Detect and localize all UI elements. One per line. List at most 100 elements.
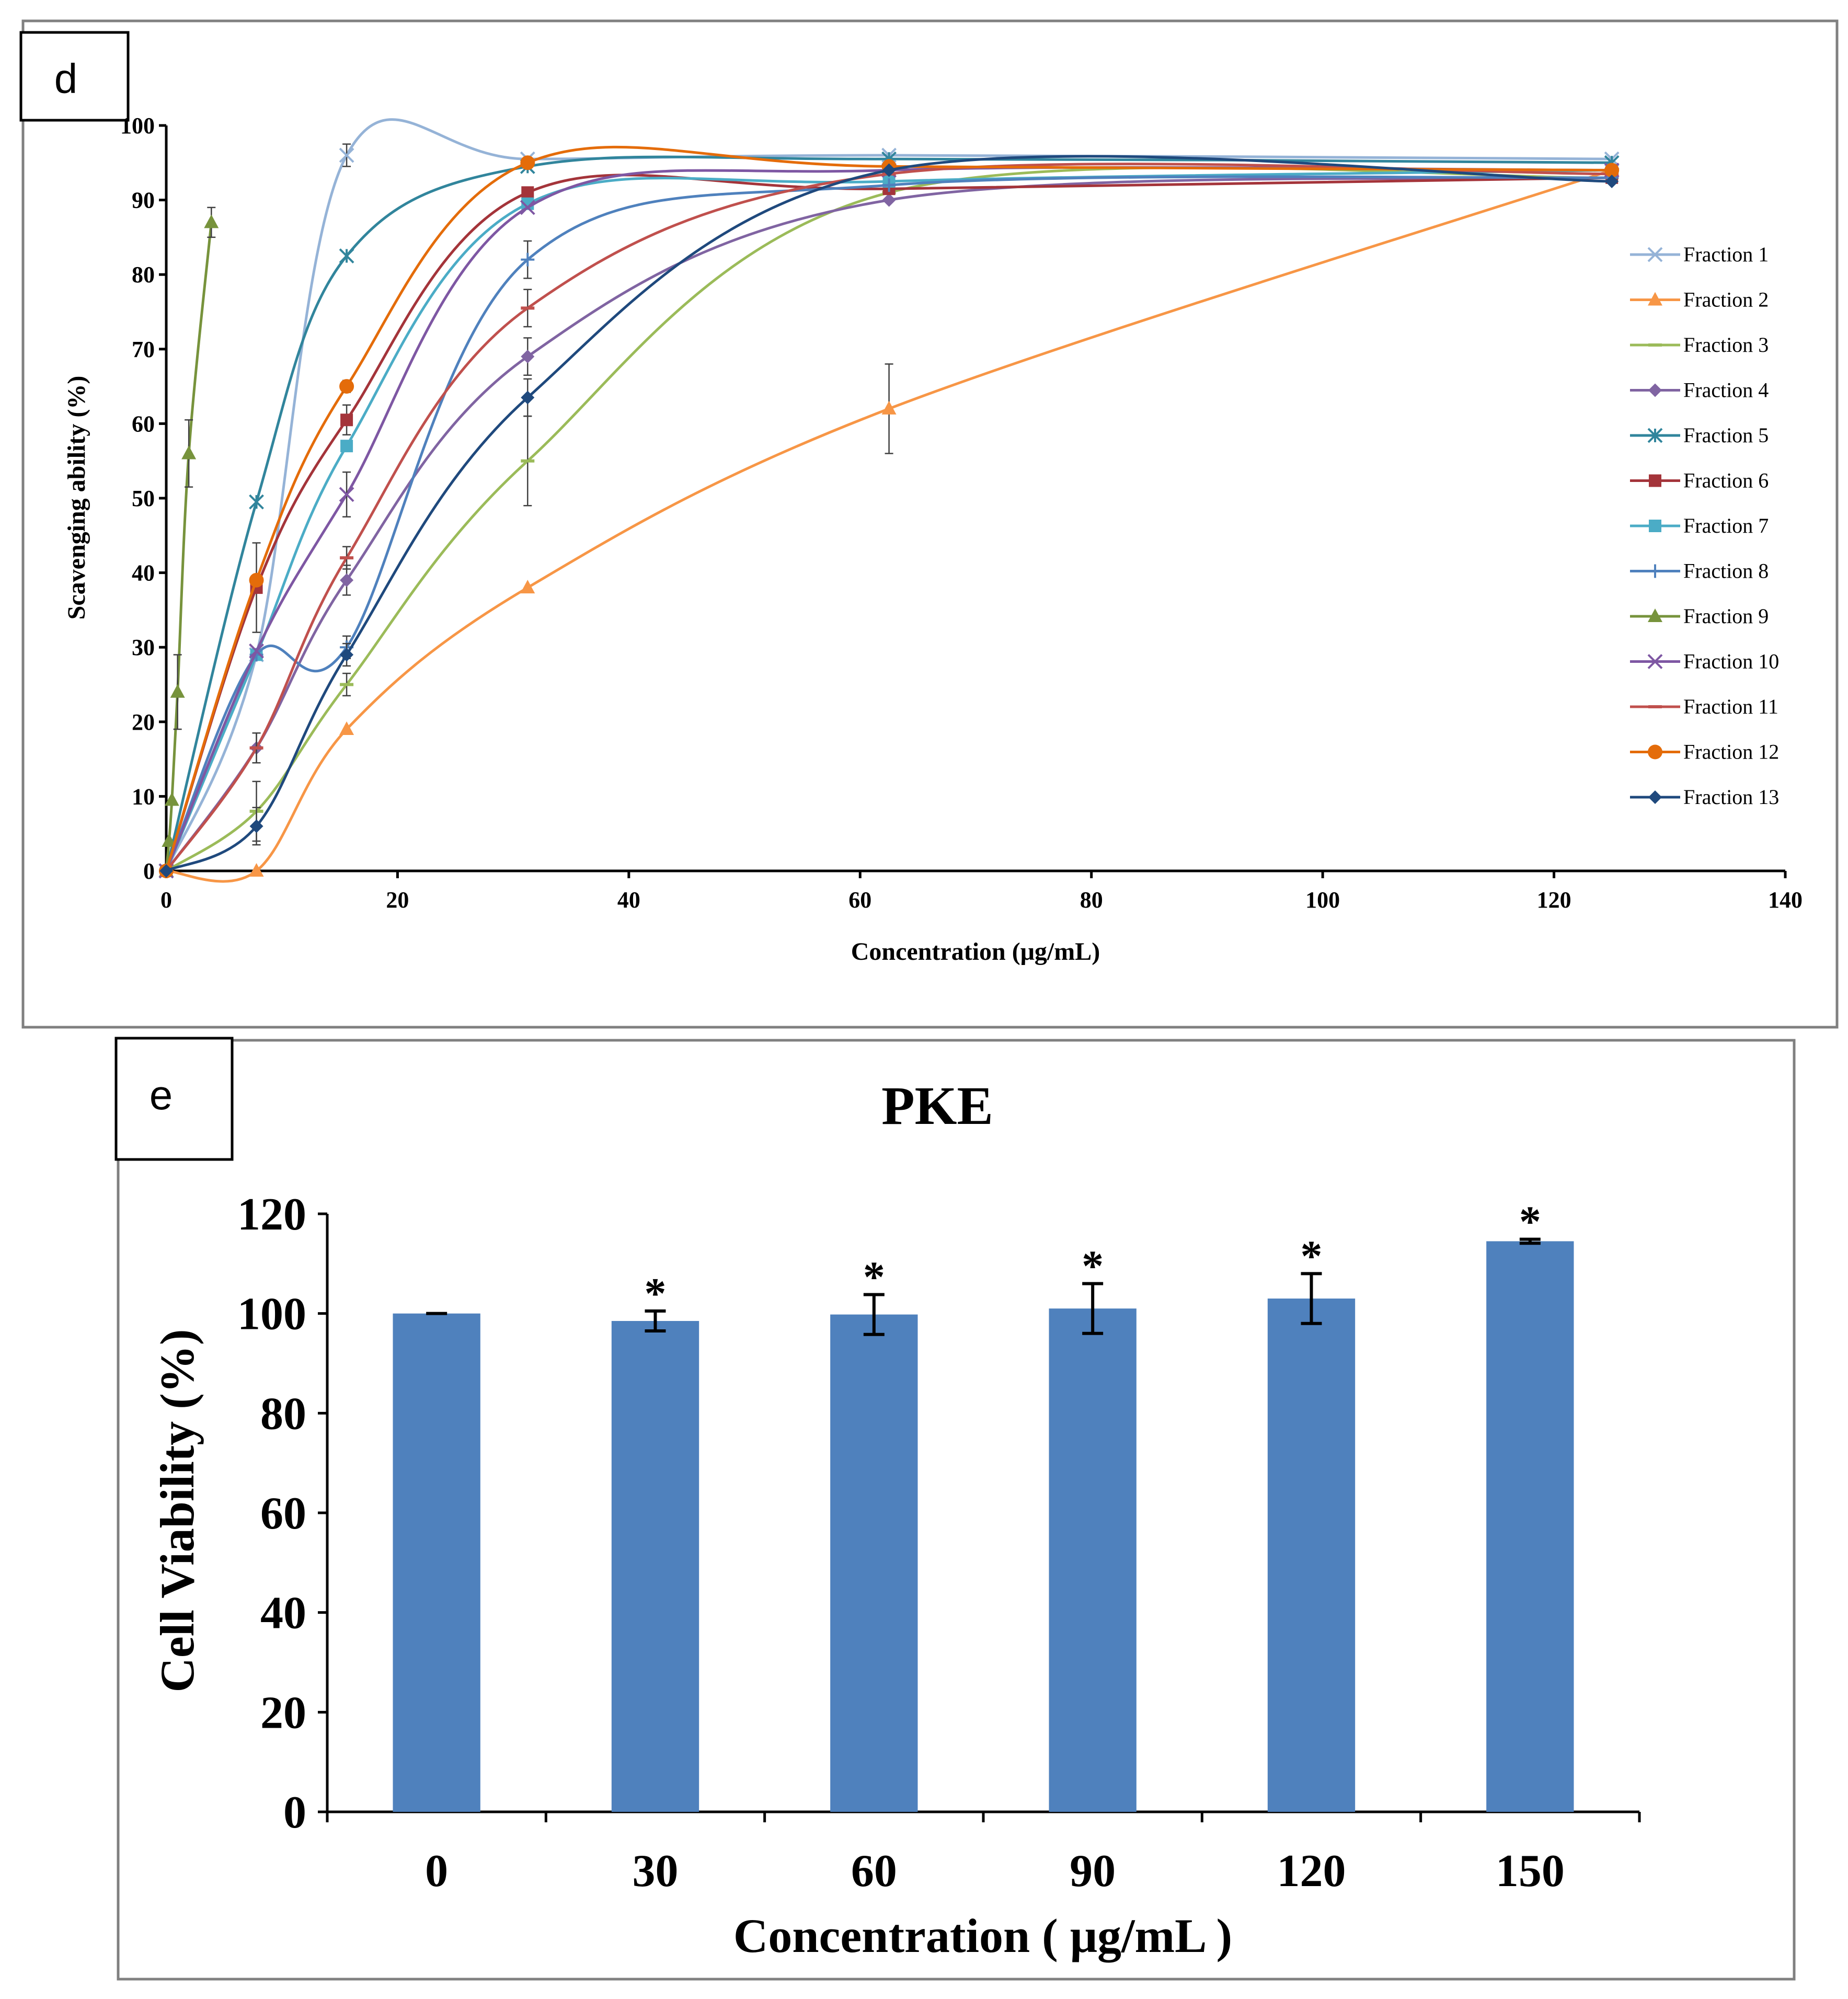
- data-point: [339, 379, 354, 394]
- y-tick-label: 40: [260, 1588, 306, 1639]
- series-fraction-1: [158, 118, 1620, 879]
- bar-group: *: [1267, 1232, 1356, 1812]
- legend-item: Fraction 11: [1630, 695, 1778, 718]
- series-line: [165, 176, 1612, 872]
- legend-marker: [1647, 247, 1663, 262]
- error-bar: [645, 1309, 666, 1333]
- data-point: [249, 643, 264, 659]
- y-tick-label: 70: [132, 337, 155, 362]
- data-point: [249, 494, 264, 510]
- series-fraction-12: [159, 145, 1620, 878]
- bar: [1049, 1308, 1137, 1812]
- panel-e-bars: * * * * *: [393, 1198, 1574, 1812]
- data-point: [249, 819, 263, 833]
- panel-d-frame: [21, 19, 1839, 1029]
- bar: [611, 1320, 699, 1812]
- error-bar: [1301, 1272, 1322, 1325]
- series-fraction-13: [159, 155, 1619, 878]
- legend-item: Fraction 4: [1630, 378, 1769, 402]
- series-fraction-5: [158, 151, 1620, 879]
- panel-d-x-ticks: 0 20 40 60 80 100 120 140: [160, 871, 1803, 913]
- legend-marker: [1648, 292, 1662, 306]
- y-tick-label: 50: [132, 486, 155, 511]
- series-fraction-3: [159, 166, 1619, 872]
- series-line: [165, 169, 1612, 871]
- error-bar: [1082, 1282, 1104, 1335]
- legend-label: Fraction 12: [1683, 740, 1779, 764]
- data-point: [882, 178, 896, 192]
- y-tick-label: 40: [132, 560, 155, 586]
- legend-label: Fraction 6: [1683, 469, 1769, 492]
- legend-label: Fraction 11: [1683, 695, 1778, 718]
- y-tick-label: 100: [237, 1289, 306, 1340]
- y-tick-label: 90: [132, 188, 155, 213]
- y-tick-label: 100: [120, 113, 155, 139]
- bar: [830, 1314, 918, 1812]
- series-line: [165, 145, 1612, 871]
- legend-label: Fraction 3: [1683, 333, 1769, 357]
- data-point: [521, 186, 534, 199]
- legend-marker: [1649, 520, 1661, 532]
- panel-e-y-ticks: 0 20 40 60 80 100 120: [237, 1189, 327, 1838]
- legend-marker: [1649, 474, 1661, 487]
- y-tick-label: 20: [260, 1687, 306, 1738]
- panel-e-title: PKE: [881, 1076, 993, 1136]
- data-point: [340, 648, 354, 662]
- legend-item: Fraction 1: [1630, 243, 1769, 266]
- legend-item: Fraction 7: [1630, 514, 1769, 537]
- panel-d-axes: [165, 125, 1785, 872]
- y-tick-label: 20: [132, 709, 155, 735]
- panel-d-letter: d: [54, 55, 78, 102]
- data-point: [340, 440, 353, 453]
- panel-e-x-axis-title: Concentration ( μg/mL ): [733, 1909, 1232, 1962]
- x-tick-label: 90: [1070, 1846, 1116, 1897]
- significance-marker: *: [1301, 1232, 1323, 1280]
- legend-label: Fraction 7: [1683, 514, 1769, 537]
- data-point: [339, 721, 354, 736]
- significance-marker: *: [1082, 1242, 1104, 1290]
- legend-label: Fraction 10: [1683, 650, 1779, 673]
- data-point: [882, 193, 896, 207]
- series-line: [165, 222, 213, 871]
- data-point: [249, 863, 264, 877]
- significance-marker: *: [645, 1269, 667, 1318]
- data-point: [164, 792, 179, 806]
- panel-d-y-ticks: 0 10 20 30 40 50 60 70 80 90 100: [120, 113, 166, 884]
- data-point: [1604, 163, 1620, 178]
- series-line: [165, 166, 1612, 872]
- legend-label: Fraction 2: [1683, 288, 1769, 312]
- legend-label: Fraction 4: [1683, 378, 1769, 402]
- data-point: [249, 572, 264, 588]
- data-point: [521, 252, 535, 267]
- legend-label: Fraction 5: [1683, 423, 1769, 447]
- panel-d-chart: d 0 10 20 30 40 50 60 70 80 90 100 0 20 40 60 80 100 120…: [19, 19, 1839, 1029]
- legend-item: Fraction 6: [1630, 469, 1769, 492]
- series-fraction-7: [160, 164, 1619, 877]
- series-fraction-2: [159, 162, 1620, 883]
- data-point: [339, 147, 354, 163]
- y-tick-label: 0: [143, 858, 155, 884]
- x-tick-label: 30: [633, 1846, 679, 1897]
- y-tick-label: 10: [132, 784, 155, 809]
- series-fraction-10: [158, 163, 1620, 879]
- panel-e-x-ticks: 0 30 60 90 120 150: [326, 1812, 1641, 1897]
- data-point: [881, 400, 897, 415]
- bar: [393, 1313, 480, 1812]
- legend-label: Fraction 1: [1683, 243, 1769, 266]
- legend-item: Fraction 10: [1630, 650, 1779, 673]
- panel-e-frame: [117, 1039, 1796, 1981]
- legend-item: Fraction 3: [1630, 333, 1769, 357]
- data-point: [339, 248, 354, 263]
- panel-e-y-axis-title: Cell Viability (%): [151, 1329, 204, 1692]
- data-point: [159, 864, 173, 878]
- x-tick-label: 140: [1768, 887, 1803, 913]
- y-tick-label: 60: [132, 411, 155, 436]
- panel-d-y-axis-title: Scavenging ability (%): [63, 376, 90, 620]
- x-tick-label: 0: [160, 887, 172, 913]
- data-point: [340, 573, 354, 587]
- data-point: [204, 214, 219, 228]
- legend-marker: [1648, 383, 1662, 397]
- significance-marker: *: [1519, 1198, 1541, 1246]
